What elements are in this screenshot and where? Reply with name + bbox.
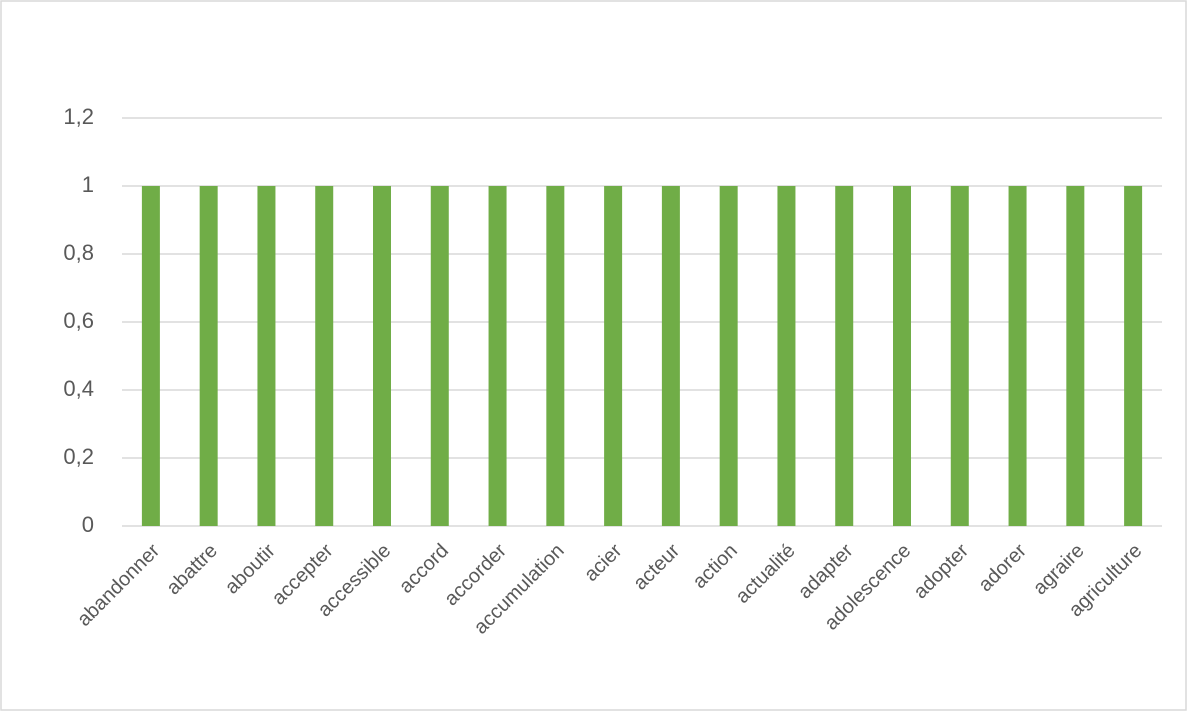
bar [950,186,969,526]
bar [777,186,796,526]
bar [488,186,507,526]
bar [315,186,334,526]
bar [604,186,623,526]
y-tick-label: 0 [82,512,94,537]
bar [1008,186,1027,526]
bar [430,186,449,526]
bar [661,186,680,526]
bar [893,186,911,526]
bar [257,186,276,526]
bar [719,186,738,526]
bar [141,186,160,526]
y-tick-label: 0,4 [63,376,94,401]
y-tick-label: 1 [82,172,94,197]
bar [199,186,218,526]
bar [1124,186,1143,526]
y-tick-label: 1,2 [63,104,94,129]
bar [546,186,565,526]
y-tick-label: 0,6 [63,308,94,333]
bar [1066,186,1085,526]
y-tick-label: 0,8 [63,240,94,265]
bar [835,186,854,526]
bar [373,186,391,526]
y-tick-label: 0,2 [63,444,94,469]
